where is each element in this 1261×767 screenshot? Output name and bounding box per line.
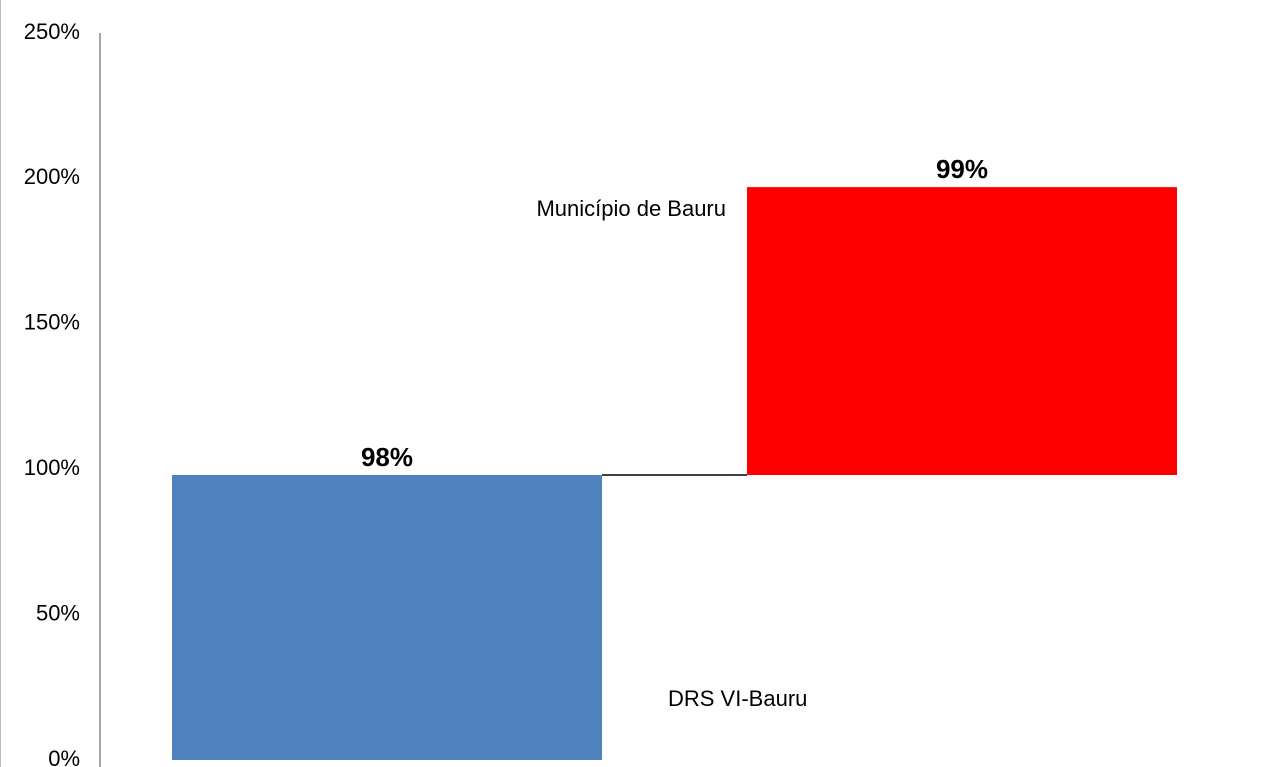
y-tick-label: 250% (24, 19, 80, 44)
y-tick-label: 0% (48, 746, 80, 767)
y-tick-label: 100% (24, 455, 80, 480)
value-label: 98% (361, 442, 413, 472)
series-label: Município de Bauru (536, 196, 726, 221)
y-tick-label: 50% (36, 600, 80, 625)
y-tick-label: 200% (24, 164, 80, 189)
bar (747, 187, 1177, 476)
bar (172, 475, 602, 760)
value-label: 99% (936, 154, 988, 184)
y-tick-label: 150% (24, 310, 80, 335)
series-label: DRS VI-Bauru (668, 686, 807, 711)
